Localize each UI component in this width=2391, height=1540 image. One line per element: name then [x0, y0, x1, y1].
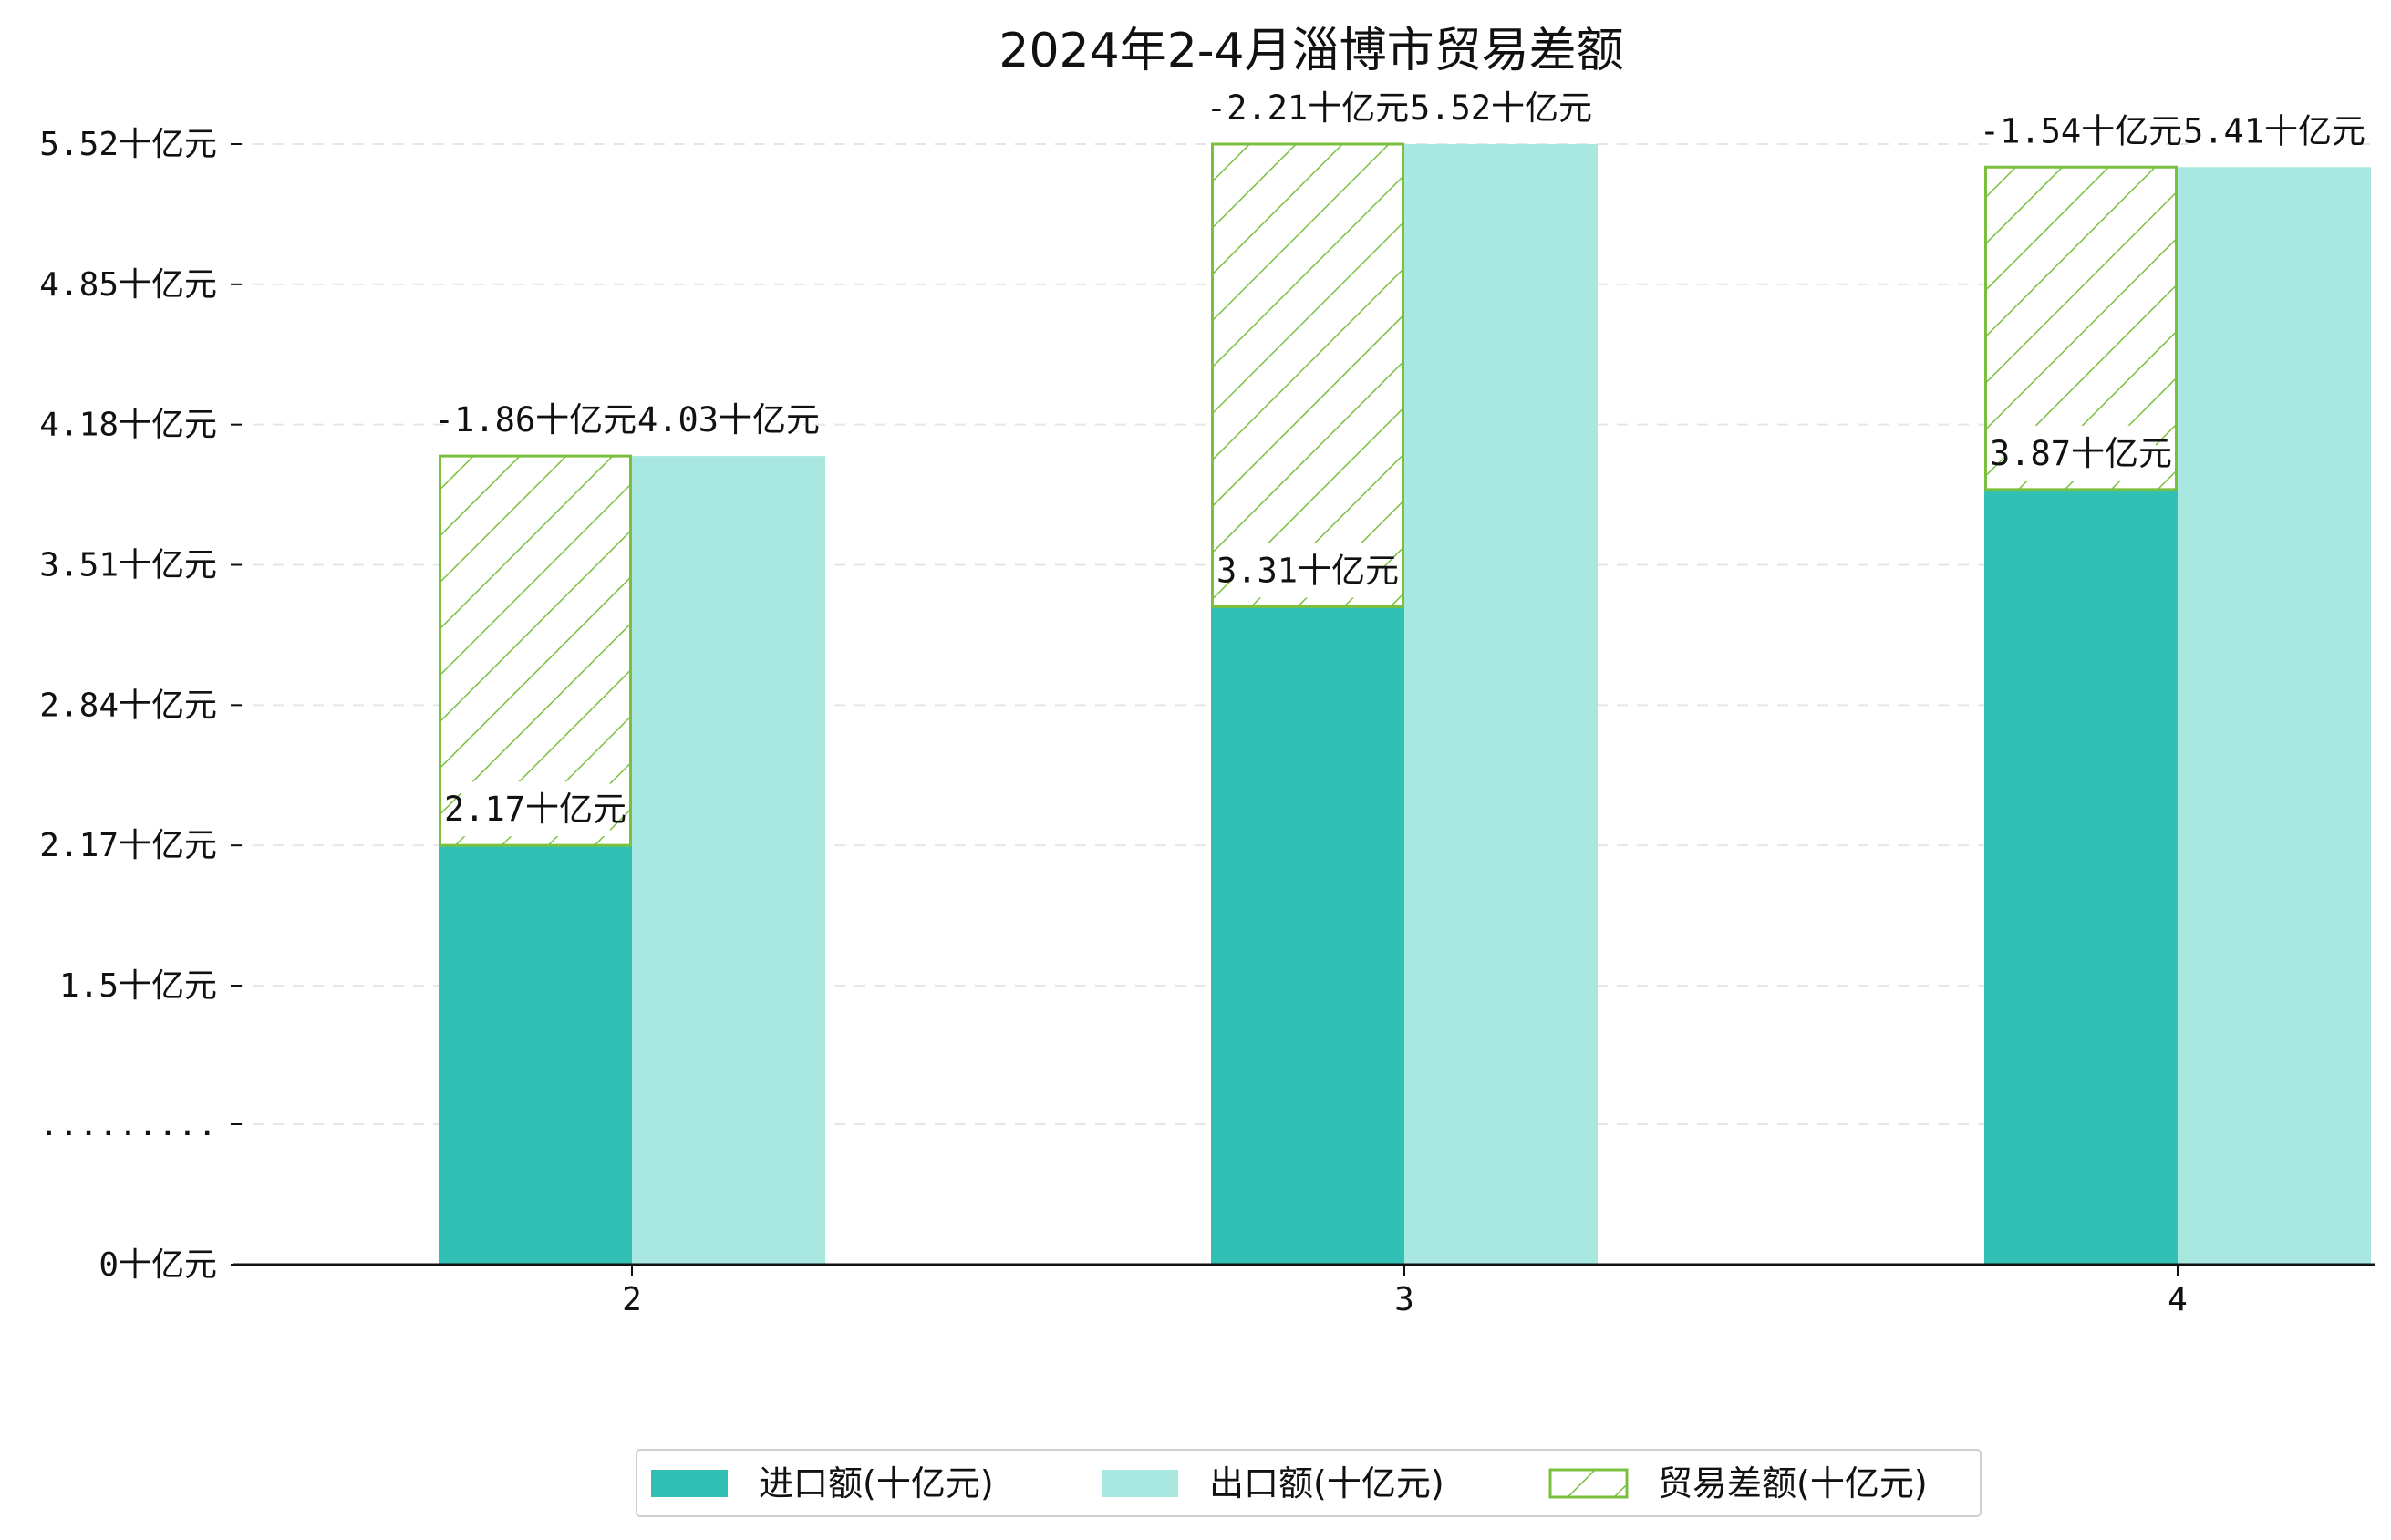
y-tick-label: 2.17十亿元 — [39, 827, 217, 864]
import-value-label: 3.87十亿元 — [1990, 434, 2172, 473]
export-value-label: 5.41十亿元 — [2183, 111, 2365, 150]
export-value-label-box — [2200, 103, 2349, 159]
import-value-label: 2.17十亿元 — [444, 790, 626, 829]
export-value-label: 4.03十亿元 — [637, 400, 820, 439]
balance-value-label: -1.54十亿元 — [1980, 111, 2182, 150]
x-tick-label: 3 — [1394, 1281, 1414, 1318]
balance-bar — [1211, 142, 1404, 608]
import-bar — [1211, 606, 1404, 1265]
legend-import-swatch — [651, 1470, 728, 1497]
x-tick-label: 2 — [622, 1281, 642, 1318]
legend-balance-swatch — [1548, 1468, 1629, 1499]
balance-value-label-box — [1996, 103, 2166, 159]
y-tick-label: 2.84十亿元 — [39, 687, 217, 724]
export-value-label-box — [1426, 80, 1576, 135]
balance-value-label-box — [1223, 80, 1392, 135]
balance-bar — [439, 454, 632, 847]
export-bar — [2178, 167, 2371, 1265]
y-tick-label: 4.18十亿元 — [39, 407, 217, 444]
legend-balance-label: 贸易差额(十亿元) — [1658, 1463, 1928, 1504]
y-tick-label: 0十亿元 — [98, 1246, 217, 1284]
y-tick-label: ......... — [39, 1106, 217, 1143]
y-tick-label: 5.52十亿元 — [39, 126, 217, 163]
import-bar — [439, 845, 632, 1265]
chart-title: 2024年2-4月淄博市贸易差额 — [999, 24, 1623, 78]
import-value-label-box — [2006, 425, 2156, 481]
legend-export-swatch — [1102, 1470, 1178, 1497]
balance-value-label-box — [450, 392, 620, 448]
legend-import-label: 进口额(十亿元) — [759, 1463, 994, 1504]
legend-box — [636, 1449, 1982, 1517]
export-value-label-box — [654, 392, 803, 448]
legend-export-label: 出口额(十亿元) — [1209, 1463, 1444, 1504]
import-value-label-box — [461, 781, 610, 837]
x-tick-label: 4 — [2168, 1281, 2188, 1318]
y-tick-label: 1.5十亿元 — [59, 967, 217, 1005]
import-value-label: 3.31十亿元 — [1216, 551, 1399, 590]
y-tick-label: 4.85十亿元 — [39, 266, 217, 304]
y-tick-label: 3.51十亿元 — [39, 547, 217, 584]
export-bar — [1404, 144, 1598, 1265]
balance-value-label: -2.21十亿元 — [1206, 88, 1409, 128]
balance-value-label: -1.86十亿元 — [434, 400, 637, 439]
export-bar — [632, 456, 825, 1266]
import-bar — [1984, 489, 2178, 1265]
import-value-label-box — [1233, 543, 1382, 598]
export-value-label: 5.52十亿元 — [1410, 88, 1592, 128]
